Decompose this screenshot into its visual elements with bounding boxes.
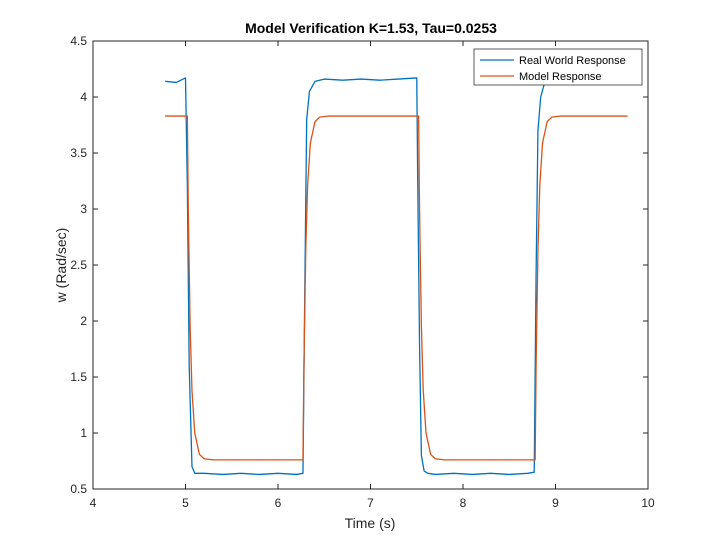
legend-box — [473, 48, 643, 86]
x-tick-label: 10 — [641, 496, 655, 510]
legend-label-real-world: Real World Response — [519, 55, 626, 67]
y-tick-label: 0.5 — [70, 482, 87, 496]
y-tick-label: 1.5 — [70, 370, 87, 384]
y-tick-label: 4.5 — [70, 34, 87, 48]
real-world-response-line — [165, 77, 546, 476]
y-tick-label: 2 — [80, 314, 87, 328]
y-axis-ticks: 0.5 1 1.5 2 2.5 3 3.5 4 4.5 — [70, 34, 648, 496]
x-tick-label: 9 — [552, 496, 559, 510]
legend[interactable]: Real World Response Model Response — [473, 48, 643, 86]
x-axis-ticks: 4 5 6 7 8 9 10 — [90, 41, 655, 510]
x-tick-label: 8 — [460, 496, 467, 510]
x-tick-label: 7 — [367, 496, 374, 510]
plot-area — [92, 40, 649, 490]
x-tick-label: 4 — [90, 496, 97, 510]
y-axis-label: w (Rad/sec) — [53, 228, 69, 304]
x-tick-label: 5 — [182, 496, 189, 510]
y-tick-label: 3.5 — [70, 146, 87, 160]
model-response-line — [165, 115, 628, 461]
legend-label-model: Model Response — [519, 71, 602, 83]
y-tick-label: 3 — [80, 202, 87, 216]
x-tick-label: 6 — [275, 496, 282, 510]
y-tick-label: 1 — [80, 426, 87, 440]
series-layer — [165, 77, 628, 476]
y-tick-label: 4 — [80, 90, 87, 104]
y-tick-label: 2.5 — [70, 258, 87, 272]
x-axis-label: Time (s) — [345, 515, 396, 531]
chart-title: Model Verification K=1.53, Tau=0.0253 — [245, 20, 497, 36]
